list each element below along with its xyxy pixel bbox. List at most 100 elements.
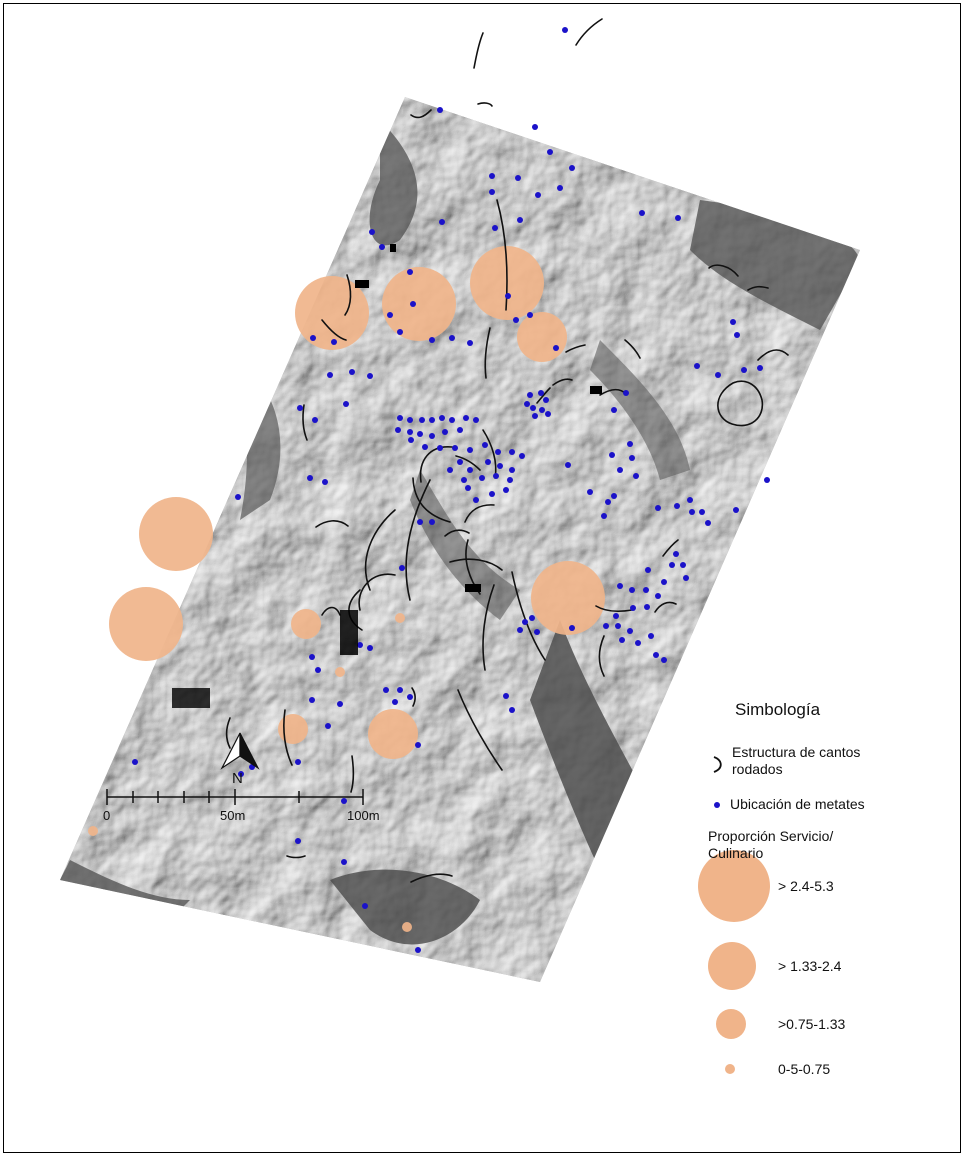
legend-ratio-title-line1: Proporción Servicio/ [708,828,834,844]
metate-point [407,269,413,275]
boulder-structure [598,635,605,677]
boulder-structure [575,18,603,46]
metate-point [680,562,686,568]
metate-point [653,652,659,658]
metate-point [629,587,635,593]
metate-point [569,165,575,171]
metate-point [417,519,423,525]
metate-point [410,301,416,307]
boulder-structure [464,504,495,523]
boulder-structure [496,199,508,311]
metate-point [661,579,667,585]
metate-point [609,452,615,458]
metate-point [238,771,244,777]
boulder-structure [595,605,633,612]
metate-point [503,693,509,699]
metate-point [337,701,343,707]
boulder-structure [411,687,416,707]
boulder-structure [358,573,396,611]
metate-point [715,372,721,378]
metate-point [619,637,625,643]
metate-point [741,367,747,373]
metate-point [327,372,333,378]
metate-point [643,587,649,593]
metate-point [309,654,315,660]
metate-point [509,467,515,473]
boulder-structure [708,264,739,277]
metate-point [615,623,621,629]
metate-point [524,401,530,407]
metate-point [705,520,711,526]
metate-point [757,365,763,371]
proportion-circle [382,267,456,341]
metate-point [465,485,471,491]
metate-point [630,605,636,611]
metate-point [452,445,458,451]
metate-point [415,947,421,953]
metate-point [489,189,495,195]
metate-point [437,107,443,113]
metate-point [587,489,593,495]
metate-point [415,742,421,748]
boulder-structure [477,102,493,107]
boulder-structure [302,404,308,441]
metate-point [507,477,513,483]
metate-point [467,340,473,346]
boulder-structure [410,109,432,119]
proportion-circle [278,714,308,744]
metate-point [482,442,488,448]
boulder-structure [412,477,451,523]
boulder-structure [484,327,491,379]
boulder-structure [444,529,470,537]
metate-point [611,407,617,413]
scale-bar [106,789,364,805]
boulder-structure [410,873,453,883]
metate-point [310,335,316,341]
metate-point [532,413,538,419]
proportion-circle [531,561,605,635]
boulder-structure [405,479,431,601]
metate-point [473,497,479,503]
metate-point [457,459,463,465]
metate-point [673,551,679,557]
metate-point [297,405,303,411]
metate-point [635,640,641,646]
metate-point [535,192,541,198]
boulder-structure [286,855,306,859]
proportion-circle [88,826,98,836]
boulder-structure [662,539,679,557]
boulder-structure [482,584,495,671]
legend-metate-icon [714,802,720,808]
metate-point [463,415,469,421]
boulder-structure [321,606,341,616]
legend-metate-label: Ubicación de metates [730,796,865,812]
metate-point [629,455,635,461]
boulder-structure [344,274,352,316]
metate-point [309,697,315,703]
metate-point [357,642,363,648]
metate-point [295,759,301,765]
metate-point [517,627,523,633]
legend-structure-icon [713,756,722,773]
metate-point [517,217,523,223]
metate-point [383,687,389,693]
metate-point [601,513,607,519]
legend-structure-label-line1: Estructura de cantos [732,744,861,760]
scale-label-0: 0 [103,808,111,823]
metate-point [397,415,403,421]
metate-point [648,633,654,639]
scale-label-50m: 50m [220,808,246,823]
metate-point [675,215,681,221]
metate-point [627,441,633,447]
metate-point [489,173,495,179]
metate-point [687,497,693,503]
metate-point [534,629,540,635]
boulder-structure [364,509,396,591]
metate-point [362,903,368,909]
metate-point [689,509,695,515]
boulder-structure [565,344,586,353]
metate-point [505,293,511,299]
metate-point [447,467,453,473]
metate-point [429,519,435,525]
